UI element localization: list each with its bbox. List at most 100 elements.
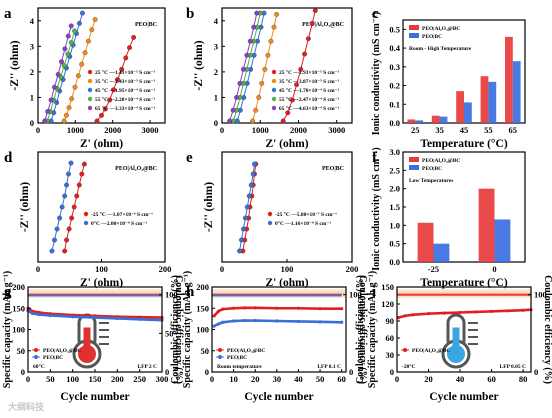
data-point — [51, 84, 57, 90]
data-point — [275, 319, 279, 323]
bar — [407, 119, 416, 123]
legend-label: PEO|Al₂O₃@BC — [412, 348, 450, 354]
x-tick-label: 0 — [36, 264, 40, 274]
data-point — [302, 51, 308, 57]
data-point — [240, 66, 246, 72]
y-axis-label: -Z'' (ohm) — [193, 40, 205, 90]
data-point — [61, 118, 67, 124]
x-axis-label: Z' (ohm) — [80, 277, 123, 289]
legend-label: PEO|Al₂O₃@BC — [227, 348, 265, 354]
data-point — [340, 307, 344, 311]
y-tick-label: 90 — [386, 316, 395, 326]
data-point — [79, 10, 85, 16]
data-point — [251, 24, 257, 30]
chart-i: 0 20 40 60 80 0 30 60 90 120 150 0 100 Cycle number Co… — [355, 271, 552, 403]
data-point — [212, 314, 216, 318]
data-point — [42, 118, 48, 124]
data-point — [312, 8, 318, 14]
data-point — [71, 204, 77, 210]
condition-note: Low Temperatures — [409, 178, 453, 184]
data-point — [66, 171, 71, 177]
data-point — [289, 97, 295, 103]
data-point — [30, 311, 35, 315]
legend-marker — [87, 69, 93, 75]
legend-label: 65 °C —3.33×10⁻⁴ S cm⁻¹ — [95, 105, 155, 112]
sample-tag: PEO|Al₂O₃@BC — [302, 22, 344, 28]
legend-label: 0°C —1.16×10⁻⁶ S cm⁻¹ — [275, 220, 331, 227]
y-tick-label: 3 — [30, 41, 34, 51]
data-point — [115, 316, 119, 321]
condition-label: -20°C — [402, 363, 416, 370]
x-axis-label: Z' (ohm) — [265, 138, 308, 150]
sample-tag: PEO|BC — [135, 22, 157, 28]
x-tick-label: 250 — [133, 374, 146, 384]
sample-tag: PEO|BC — [322, 166, 344, 172]
panel-label-d: d — [4, 150, 13, 166]
data-point — [242, 318, 247, 323]
thermometer-bulb — [447, 345, 465, 363]
x-tick-label: 20 — [251, 374, 260, 384]
data-point — [275, 306, 279, 310]
data-point — [66, 105, 72, 111]
x-tick-label: 2000 — [104, 125, 121, 135]
data-point — [442, 311, 446, 315]
bar — [433, 243, 450, 262]
y-tick-label: 150 — [12, 303, 25, 313]
y2-axis-label: Coulombic efficiency (%) — [542, 275, 552, 384]
data-point — [296, 319, 301, 324]
data-point — [69, 96, 75, 102]
data-point — [79, 61, 85, 67]
data-point — [221, 320, 225, 324]
data-point — [250, 171, 256, 177]
legend-label: 0°C —2.00×10⁻⁶ S cm⁻¹ — [91, 220, 147, 227]
category-label: 0 — [492, 264, 496, 274]
y-tick-label: 30 — [386, 350, 395, 360]
data-point — [240, 226, 246, 232]
y-tick-label: 150 — [381, 282, 394, 292]
y2-tick-label: 50 — [165, 328, 174, 338]
data-point — [55, 71, 61, 77]
category-label: 25 — [411, 125, 420, 135]
data-point — [59, 204, 65, 210]
data-point — [115, 77, 121, 83]
y-tick-label: 1.5 — [389, 202, 400, 212]
legend-marker — [87, 78, 93, 84]
y-tick-label: 150 — [196, 303, 209, 313]
legend-label: 25 °C —1.93×10⁻⁵ S cm⁻¹ — [279, 69, 339, 76]
data-point — [318, 320, 322, 324]
data-point — [221, 307, 225, 311]
legend-label: 65 °C —4.63×10⁻⁴ S cm⁻¹ — [279, 105, 339, 112]
y-tick-label: 4 — [30, 16, 35, 26]
bar — [488, 81, 497, 123]
bar — [504, 36, 513, 123]
data-point — [262, 66, 268, 72]
y-tick-label: 0 — [205, 367, 209, 377]
thermometer-icon — [72, 313, 109, 369]
data-point — [72, 84, 78, 90]
y2-tick-label: 100 — [165, 290, 178, 300]
x-tick-label: 0 — [220, 264, 224, 274]
y-axis-label: Specific capacity (mAh g⁻¹) — [2, 271, 13, 388]
data-point — [227, 118, 233, 124]
data-point — [76, 182, 82, 188]
data-point — [62, 193, 68, 199]
series-line — [213, 306, 342, 317]
y-tick-label: 0 — [214, 118, 218, 128]
efficiency-band-inner — [397, 292, 531, 295]
condition-label: Room temperature — [217, 364, 262, 370]
bar — [439, 116, 448, 123]
category-label: 55 — [484, 125, 493, 135]
y-tick-label: 0 — [390, 367, 394, 377]
y-tick-label: 200 — [196, 282, 209, 292]
legend-label: -25 °C —1.07×10⁻⁶ S cm⁻¹ — [91, 211, 153, 218]
data-point — [248, 182, 254, 188]
chart-c: 0.0 0.1 0.2 0.3 0.4 0.5 25 35 45 55 65Temperature … — [371, 12, 526, 150]
y-tick-label: 0.5 — [389, 24, 400, 34]
efficiency-band-inner — [28, 292, 162, 295]
legend-marker — [267, 220, 273, 226]
data-point — [244, 204, 250, 210]
y-tick-label: 4 — [214, 16, 219, 26]
legend-label: 55 °C —2.20×10⁻⁴ S cm⁻¹ — [95, 96, 155, 103]
